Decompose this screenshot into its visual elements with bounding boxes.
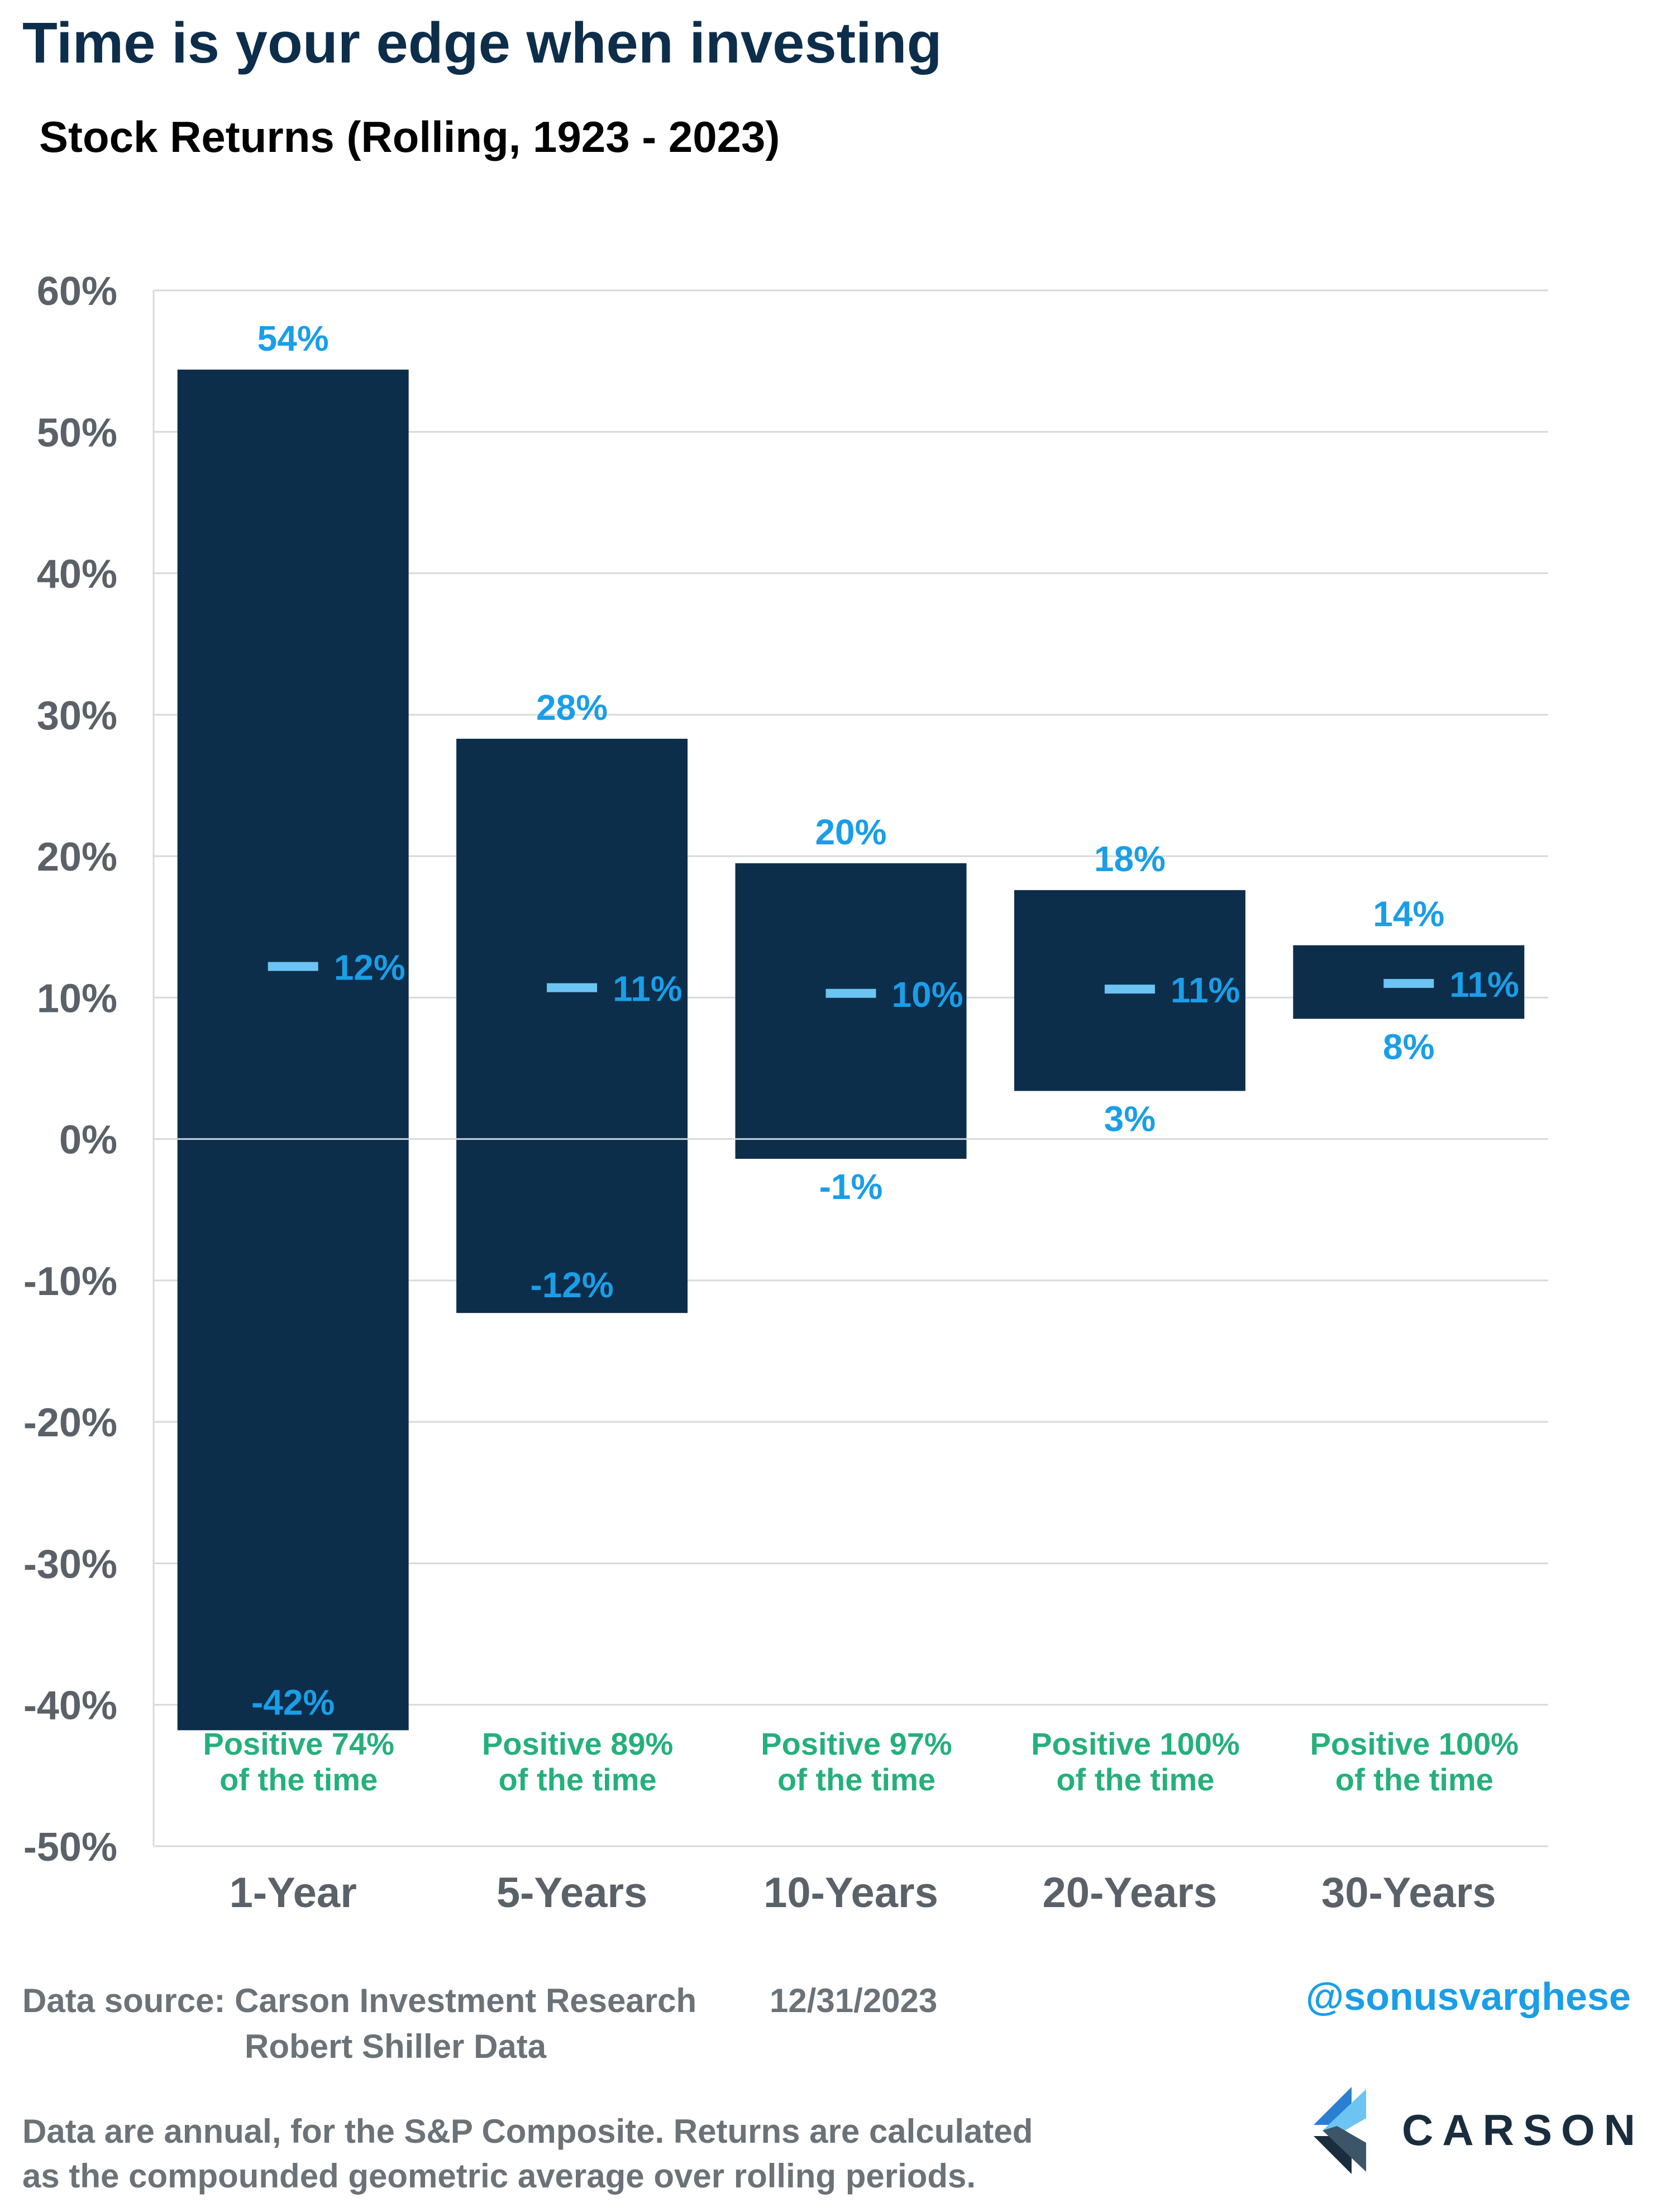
positive-note-line2: of the time <box>1056 1762 1214 1797</box>
average-marker <box>547 983 598 992</box>
average-marker <box>1383 979 1434 988</box>
min-label: -42% <box>251 1682 335 1722</box>
bars <box>177 369 1525 1731</box>
min-label: 8% <box>1383 1026 1435 1067</box>
average-label: 12% <box>334 948 405 988</box>
y-tick-label: 40% <box>37 552 117 597</box>
y-tick-label: 50% <box>37 410 117 455</box>
average-label: 11% <box>613 969 682 1009</box>
average-marker <box>825 988 876 998</box>
positive-note-line1: Positive 100% <box>1031 1726 1240 1761</box>
positive-note-line2: of the time <box>219 1762 378 1797</box>
x-axis: 1-Year 5-Years 10-Years 20-Years 30-Years <box>230 1869 1496 1917</box>
average-label: 11% <box>1449 964 1519 1005</box>
methodology-note-line1: Data are annual, for the S&P Composite. … <box>22 2113 1033 2150</box>
max-label: 54% <box>257 318 329 359</box>
data-labels: 12%54%-42%Positive 74%of the time11%28%-… <box>203 318 1519 1797</box>
y-tick-label: -30% <box>23 1542 117 1587</box>
positive-note-line1: Positive 89% <box>482 1726 673 1761</box>
positive-note-line1: Positive 100% <box>1310 1726 1519 1761</box>
range-bar <box>735 863 967 1159</box>
min-label: -1% <box>819 1167 883 1207</box>
x-tick-label: 1-Year <box>230 1869 357 1917</box>
y-tick-label: -10% <box>23 1259 117 1304</box>
y-tick-label: -40% <box>23 1684 117 1728</box>
max-label: 14% <box>1373 894 1444 934</box>
min-label: -12% <box>530 1265 613 1305</box>
y-tick-label: 20% <box>37 835 117 880</box>
x-tick-label: 5-Years <box>497 1869 647 1917</box>
min-label: 3% <box>1104 1099 1156 1139</box>
positive-note-line2: of the time <box>777 1762 935 1797</box>
positive-note-line2: of the time <box>499 1762 657 1797</box>
range-bar <box>177 369 409 1731</box>
data-source-secondary: Robert Shiller Data <box>245 2028 547 2065</box>
positive-note-line1: Positive 74% <box>203 1726 394 1761</box>
average-marker <box>268 962 318 971</box>
y-tick-label: 30% <box>37 694 117 738</box>
positive-note-line1: Positive 97% <box>761 1726 952 1761</box>
positive-note-line2: of the time <box>1335 1762 1493 1797</box>
x-tick-label: 30-Years <box>1321 1869 1496 1917</box>
y-tick-label: -50% <box>23 1825 117 1870</box>
max-label: 28% <box>536 687 608 728</box>
x-tick-label: 20-Years <box>1043 1869 1218 1917</box>
y-axis: 60% 50% 40% 30% 20% 10% 0% -10% -20% -30% -40% -50% <box>23 269 155 1870</box>
average-label: 10% <box>892 974 963 1015</box>
methodology-note-line2: as the compounded geometric average over… <box>22 2157 976 2195</box>
carson-logo: CARSON <box>1312 2086 1636 2175</box>
average-marker <box>1104 985 1155 994</box>
x-tick-label: 10-Years <box>763 1869 938 1917</box>
max-label: 20% <box>815 812 886 852</box>
author-handle: @sonusvarghese <box>1306 1975 1631 2018</box>
chart-subtitle: Stock Returns (Rolling, 1923 - 2023) <box>39 112 780 161</box>
carson-logo-text: CARSON <box>1402 2105 1645 2154</box>
average-label: 11% <box>1171 970 1240 1010</box>
max-label: 18% <box>1094 839 1166 879</box>
y-tick-label: 10% <box>37 976 117 1021</box>
page-title: Time is your edge when investing <box>22 11 942 75</box>
range-bar <box>456 738 688 1313</box>
y-tick-label: 0% <box>59 1118 117 1163</box>
data-source-label: Data source: Carson Investment Research <box>22 1982 697 2019</box>
y-tick-label: 60% <box>37 269 117 314</box>
carson-logo-mark-icon <box>1314 2087 1366 2174</box>
range-bar-chart: 60% 50% 40% 30% 20% 10% 0% -10% -20% -30% -40% -50%… <box>23 269 1548 1917</box>
data-source-date: 12/31/2023 <box>770 1982 938 2019</box>
y-tick-label: -20% <box>23 1401 117 1445</box>
